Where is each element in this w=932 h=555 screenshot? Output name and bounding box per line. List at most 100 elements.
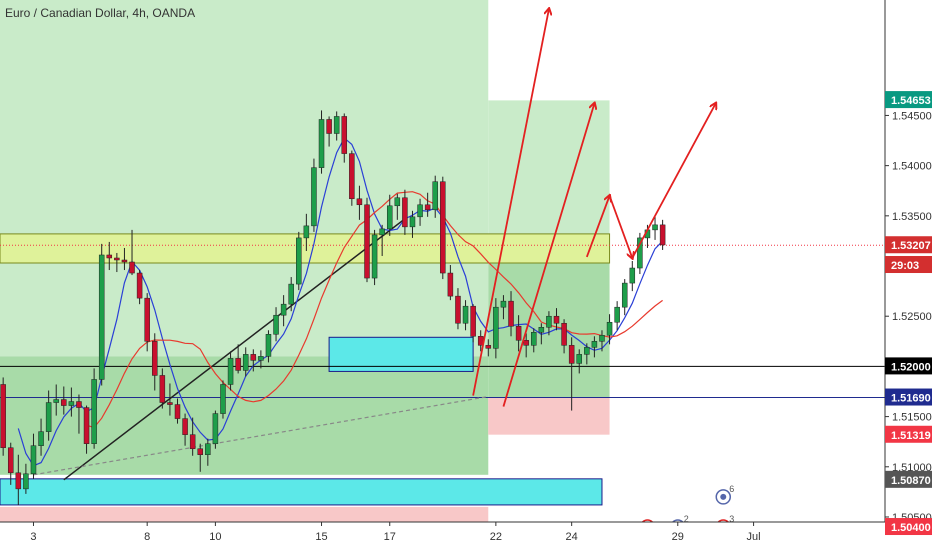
candle-body (174, 404, 181, 419)
candle-body (38, 431, 44, 446)
candle-body (250, 354, 257, 361)
x-tick-label: 8 (144, 531, 150, 543)
candle-body (326, 119, 332, 134)
candle-body (356, 198, 363, 206)
candle-body (30, 445, 37, 475)
candle-body (76, 401, 82, 408)
candle-body (637, 237, 643, 269)
event-icon-count: 2 (684, 514, 689, 524)
candle-body (531, 332, 537, 346)
candle-body (129, 261, 135, 274)
candle-body (349, 153, 355, 200)
candle-body (0, 384, 6, 448)
y-tick-label: 1.54500 (892, 110, 932, 122)
y-tick-label: 1.52500 (892, 311, 932, 323)
candle-body (500, 300, 507, 308)
event-icon-dot (644, 524, 650, 530)
demand-zone (328, 336, 474, 372)
long-zone (0, 356, 489, 475)
candle-body (652, 224, 658, 231)
price-label-text: 29:03 (891, 260, 919, 272)
x-tick-label: 24 (566, 531, 578, 543)
candle-body (258, 356, 264, 361)
candle-body (265, 334, 272, 357)
resistance-zone (0, 233, 611, 264)
candle-body (629, 267, 636, 284)
chart-title: Euro / Canadian Dollar, 4h, OANDA (5, 6, 196, 20)
y-tick-label: 1.51500 (892, 412, 932, 424)
candle-body (303, 225, 310, 239)
candle-body (409, 216, 416, 228)
y-tick-label: 1.54000 (892, 161, 932, 173)
event-icon-dot (720, 524, 726, 530)
candle-body (659, 224, 666, 246)
candle-body (341, 116, 348, 154)
candle-body (568, 345, 575, 364)
candle-body (106, 254, 113, 259)
x-tick-label: 15 (315, 531, 327, 543)
candle-body (379, 228, 385, 236)
x-tick-label: Jul (747, 531, 761, 543)
candle-body (144, 297, 150, 342)
moving-average-line (17, 137, 664, 467)
candle-body (394, 197, 401, 207)
candle-body (280, 303, 287, 316)
candle-body (599, 335, 605, 342)
candle-body (508, 300, 514, 327)
price-label-text: 1.50400 (891, 522, 931, 534)
price-label-box (885, 357, 932, 375)
candle-body (182, 418, 188, 435)
candle-body (561, 322, 567, 346)
candle-body (470, 305, 476, 337)
candle-body (440, 181, 446, 274)
candle-body (7, 447, 14, 474)
candle-body (91, 379, 97, 444)
candle-body (114, 257, 120, 261)
candle-body (432, 181, 438, 211)
candle-body (167, 402, 173, 405)
candle-body (364, 204, 370, 279)
x-tick-label: 3 (30, 531, 36, 543)
candle-body (23, 473, 29, 490)
candle-body (386, 205, 393, 230)
candle-body (220, 384, 226, 414)
event-icon-count: 6 (729, 484, 734, 494)
plot-area: 2 6 3 (0, 0, 885, 530)
price-label-text: 1.51319 (891, 430, 931, 442)
red-arrow (472, 9, 549, 396)
price-label-box (885, 388, 932, 406)
stop-zone (0, 506, 489, 522)
candle-body (424, 204, 431, 211)
candle-body (288, 283, 294, 305)
candle-body (606, 321, 613, 336)
x-tick-label: 10 (209, 531, 221, 543)
y-tick-label: 1.51000 (892, 462, 932, 474)
price-label-box (885, 256, 932, 274)
x-tick-label: 29 (672, 531, 684, 543)
red-arrow (502, 103, 594, 407)
candle-body (83, 407, 90, 444)
candle-body (538, 327, 545, 333)
candle-body (576, 354, 582, 364)
red-arrow (585, 196, 610, 258)
candle-body (493, 306, 499, 349)
y-tick-label: 1.53500 (892, 211, 932, 223)
price-label-box (885, 470, 932, 488)
candle-body (152, 341, 158, 376)
red-arrow (631, 103, 715, 259)
price-label-text: 1.53207 (891, 240, 931, 252)
candle-body (584, 347, 590, 355)
candle-body (205, 443, 211, 455)
candle-body (68, 401, 75, 406)
price-label-box (885, 425, 932, 443)
candle-body (273, 314, 279, 335)
event-icon-count: 3 (729, 514, 734, 524)
candle-body (462, 305, 469, 324)
price-label-text: 1.52000 (891, 361, 931, 373)
candle-body (318, 119, 325, 168)
candle-body (197, 448, 203, 455)
trendline (63, 218, 406, 481)
candle-body (136, 272, 143, 299)
candle-body (402, 197, 408, 228)
